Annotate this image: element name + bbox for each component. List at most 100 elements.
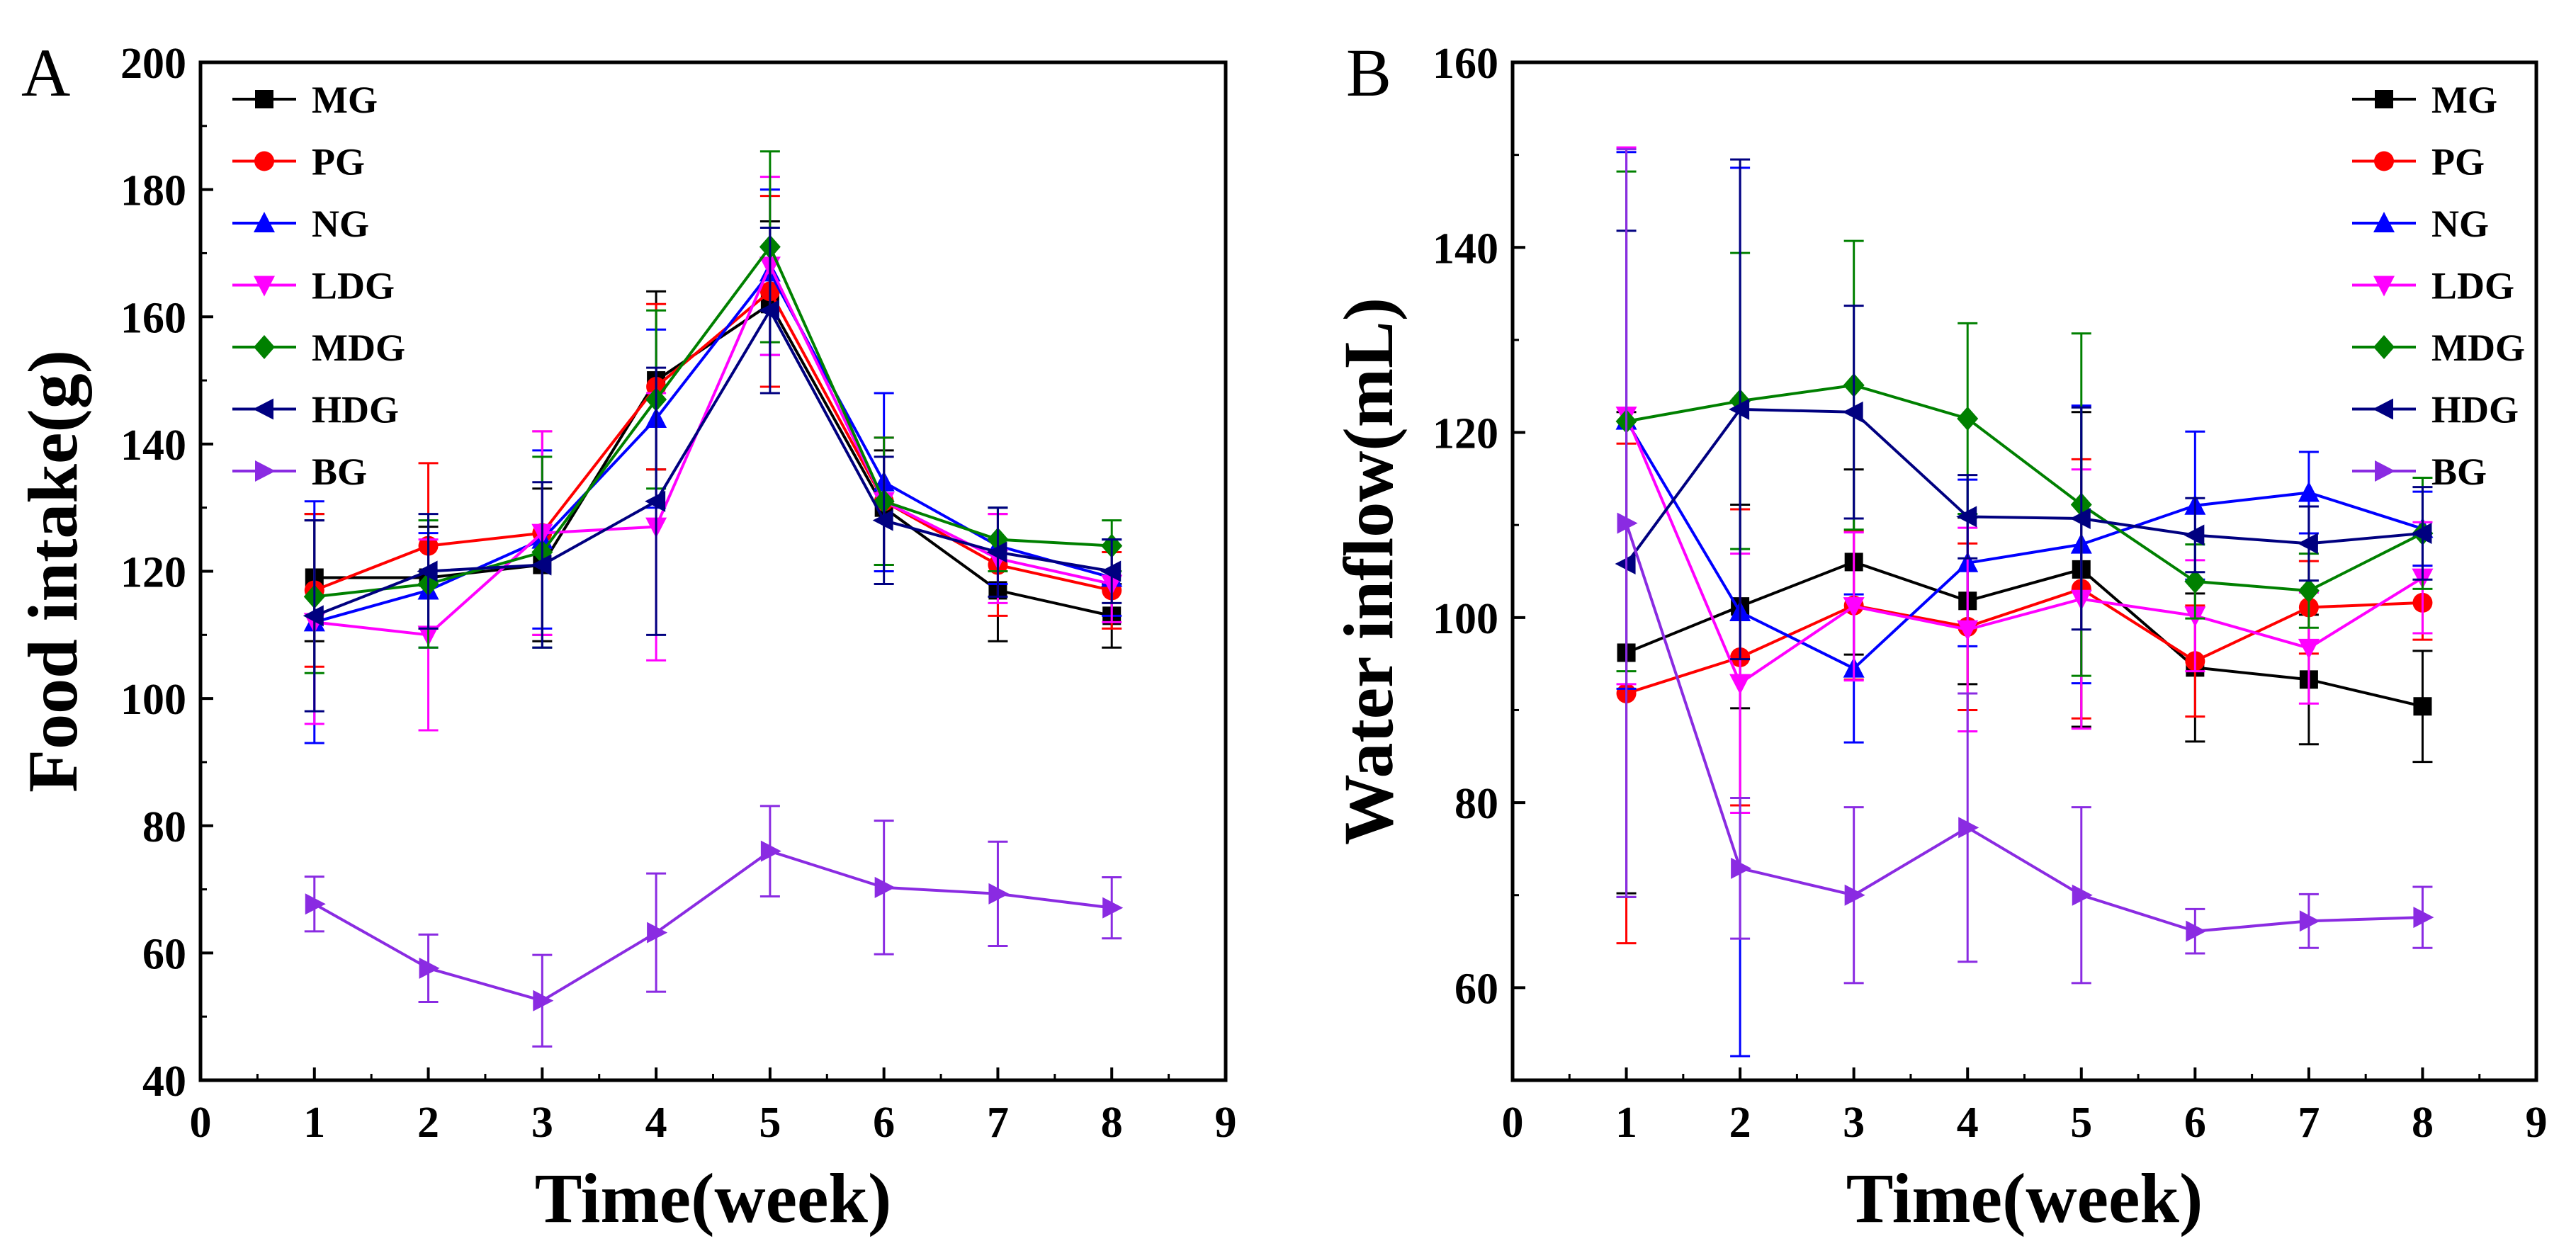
legend-item-hdg: HDG <box>232 389 399 431</box>
legend-label: NG <box>2431 203 2489 245</box>
data-point <box>1617 512 1638 534</box>
x-axis-title: Time(week) <box>535 1159 892 1237</box>
data-point <box>1957 406 1979 431</box>
data-point <box>531 554 552 576</box>
series-bg <box>1616 148 2434 985</box>
y-axis-title: Food intake(g) <box>13 350 92 793</box>
data-point <box>417 560 438 582</box>
legend-item-ng: NG <box>232 203 369 245</box>
data-point <box>2298 578 2320 603</box>
series-hdg <box>303 227 1122 713</box>
data-point <box>760 840 781 862</box>
legend-marker <box>255 90 273 108</box>
legend-marker <box>2373 335 2395 359</box>
y-tick-label: 100 <box>1433 595 1498 643</box>
legend-marker <box>2374 151 2394 171</box>
series-line <box>313 849 1112 1002</box>
y-tick-label: 160 <box>1433 40 1498 88</box>
panel-label: B <box>1346 35 1391 110</box>
legend-item-mdg: MDG <box>2352 327 2525 369</box>
legend-label: MDG <box>2431 327 2525 369</box>
series-line <box>1625 522 2423 933</box>
legend-label: LDG <box>2431 265 2514 307</box>
y-tick-label: 160 <box>120 294 186 342</box>
series-ldg <box>1615 146 2434 814</box>
series-hdg <box>1615 158 2433 898</box>
y-tick-label: 200 <box>120 40 186 88</box>
data-point <box>872 509 893 531</box>
data-point <box>2072 884 2093 906</box>
x-tick-label: 5 <box>2070 1099 2092 1147</box>
data-point <box>1729 674 1751 695</box>
series-line <box>314 269 1112 624</box>
x-tick-label: 0 <box>1502 1099 1524 1147</box>
legend-label: HDG <box>2431 389 2519 431</box>
data-point <box>2186 920 2207 942</box>
series-ng <box>303 188 1123 744</box>
x-tick-label: 9 <box>1215 1099 1237 1147</box>
series-line <box>314 307 1112 618</box>
data-point <box>303 605 324 627</box>
panel-label: A <box>21 35 70 110</box>
data-point <box>2298 638 2320 659</box>
legend-label: HDG <box>312 389 399 431</box>
x-tick-label: 7 <box>987 1099 1009 1147</box>
series-line <box>314 289 1112 592</box>
y-tick-label: 60 <box>1454 965 1498 1013</box>
legend-item-bg: BG <box>2352 450 2487 493</box>
legend-label: NG <box>312 203 369 245</box>
legend-marker <box>2375 460 2395 482</box>
y-tick-label: 120 <box>120 549 186 597</box>
legend-item-ldg: LDG <box>2352 265 2514 307</box>
x-tick-label: 6 <box>2184 1099 2206 1147</box>
legend-marker <box>2373 276 2395 297</box>
x-tick-label: 0 <box>190 1099 212 1147</box>
legend-item-pg: PG <box>2352 141 2485 183</box>
legend-marker <box>2375 90 2393 108</box>
series-line <box>1625 587 2423 695</box>
y-tick-label: 80 <box>1454 780 1498 828</box>
series-line <box>1625 415 2424 686</box>
data-point <box>419 957 440 979</box>
legend-label: PG <box>312 141 365 183</box>
legend-item-mdg: MDG <box>232 327 405 369</box>
data-point <box>1102 897 1124 919</box>
legend-marker <box>253 398 273 420</box>
data-point <box>2299 910 2320 932</box>
legend-item-mg: MG <box>232 79 378 121</box>
data-point <box>2413 697 2432 716</box>
data-point <box>1844 884 1865 906</box>
legend-label: MG <box>312 79 378 121</box>
x-tick-label: 7 <box>2298 1099 2320 1147</box>
data-point <box>1842 401 1863 423</box>
data-point <box>986 541 1007 563</box>
legend-item-bg: BG <box>232 450 367 493</box>
legend-marker <box>2373 398 2393 420</box>
data-point <box>1843 597 1865 618</box>
y-axis-title: Water inflow(mL) <box>1329 298 1408 845</box>
legend-item-ng: NG <box>2352 203 2489 245</box>
data-point <box>2184 569 2206 594</box>
legend-label: MDG <box>312 327 405 369</box>
legend-marker <box>2373 212 2395 232</box>
data-point <box>2411 522 2432 544</box>
legend-label: PG <box>2431 141 2485 183</box>
x-tick-label: 8 <box>1101 1099 1123 1147</box>
x-tick-label: 3 <box>531 1099 553 1147</box>
legend-marker <box>254 335 275 359</box>
x-tick-label: 1 <box>303 1099 325 1147</box>
series-line <box>314 244 1112 599</box>
data-point <box>1958 817 1979 839</box>
legend-item-ldg: LDG <box>232 265 395 307</box>
data-point <box>647 922 668 944</box>
series-line <box>314 302 1112 618</box>
y-tick-label: 180 <box>120 167 186 215</box>
legend-label: MG <box>2431 79 2497 121</box>
data-point <box>1956 506 1977 528</box>
series-line <box>1625 560 2423 708</box>
data-point <box>2184 524 2205 546</box>
data-point <box>988 883 1010 905</box>
series-bg <box>304 805 1124 1048</box>
y-tick-label: 60 <box>142 930 186 978</box>
